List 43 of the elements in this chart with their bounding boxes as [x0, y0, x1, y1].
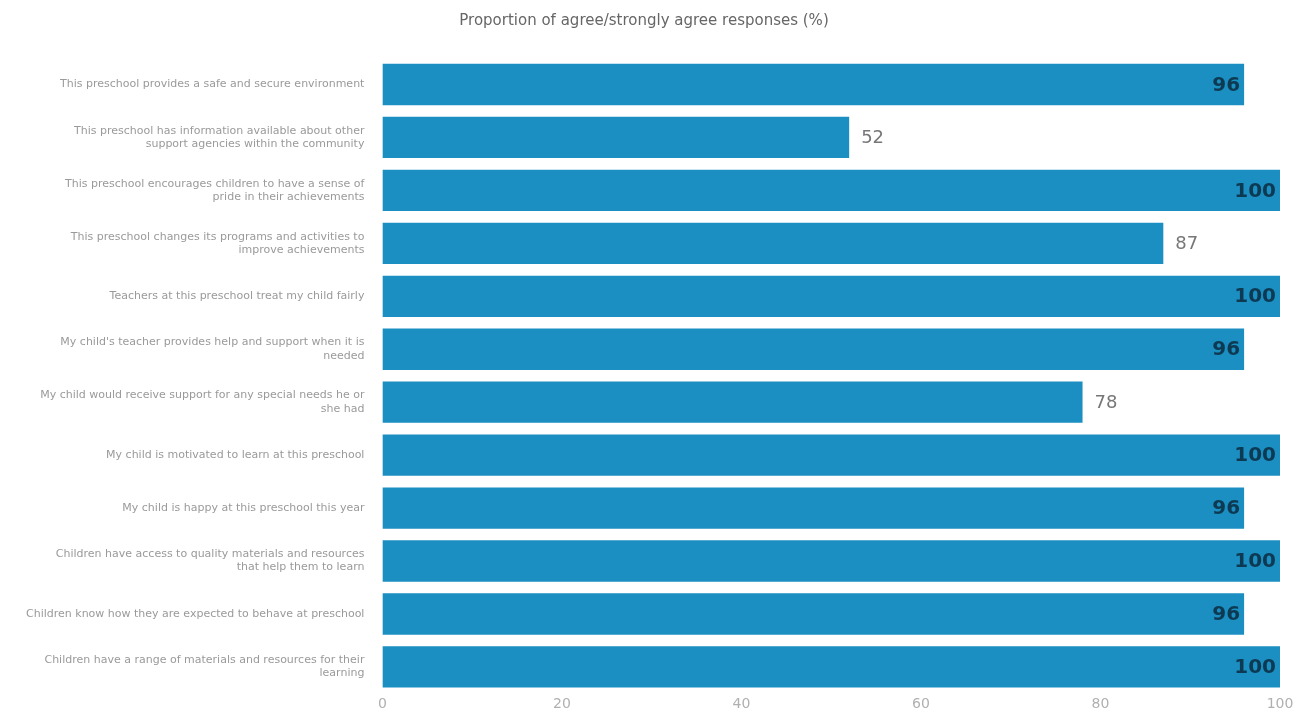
data-label: 100: [1234, 283, 1276, 308]
data-label: 100: [1234, 177, 1276, 202]
bar: [382, 646, 1280, 688]
y-tick-label: My child is motivated to learn at this preschool: [106, 447, 365, 461]
x-tick-label: 100: [1266, 695, 1294, 712]
y-tick-label: My child's teacher provides help and support when it is needed: [60, 335, 365, 362]
x-tick-label: 20: [553, 695, 571, 712]
y-tick-label: Teachers at this preschool treat my child fairly: [108, 289, 365, 303]
x-tick-label: 60: [912, 695, 930, 712]
bar: [382, 328, 1245, 370]
bar: [382, 169, 1280, 212]
bar: [382, 487, 1245, 529]
y-tick-label: Children have a range of materials and resources for their learning: [44, 653, 365, 680]
y-tick-label: Children have access to quality materials and resources that help them to learn: [55, 547, 365, 574]
bar: [382, 540, 1280, 582]
x-tick-label: 80: [1091, 695, 1110, 712]
y-tick-label: This preschool has information available about other support agencies within the community: [73, 123, 365, 150]
bar: [382, 222, 1164, 264]
x-tick-label: 0: [377, 695, 387, 712]
x-tick-label: 40: [732, 695, 751, 712]
data-label: 96: [1212, 495, 1241, 520]
y-tick-label: My child is happy at this preschool this year: [122, 500, 365, 514]
data-label: 78: [1094, 390, 1118, 412]
y-tick-label: My child would receive support for any special needs he or she had: [40, 388, 365, 415]
bar: [382, 116, 850, 159]
y-tick-label: This preschool provides a safe and secure environment: [58, 77, 366, 91]
data-label: 96: [1212, 336, 1241, 361]
y-tick-label: This preschool changes its programs and activities to improve achievements: [69, 229, 365, 256]
bar: [382, 275, 1280, 317]
y-tick-label: This preschool encourages children to have a sense of pride in their achievements: [63, 176, 366, 203]
y-tick-label: Children know how they are expected to behave at preschool: [26, 606, 365, 620]
data-label: 100: [1234, 442, 1276, 467]
data-label: 52: [861, 126, 885, 148]
bar: [382, 434, 1280, 476]
chart-title: Proportion of agree/strongly agree responses (%): [459, 10, 829, 29]
bar: [382, 381, 1083, 423]
data-label: 100: [1234, 654, 1276, 679]
data-label: 96: [1212, 601, 1241, 626]
data-label: 100: [1234, 548, 1276, 573]
data-label: 96: [1212, 71, 1241, 96]
bar: [382, 593, 1245, 635]
bar: [382, 63, 1245, 106]
data-label: 87: [1175, 232, 1199, 253]
